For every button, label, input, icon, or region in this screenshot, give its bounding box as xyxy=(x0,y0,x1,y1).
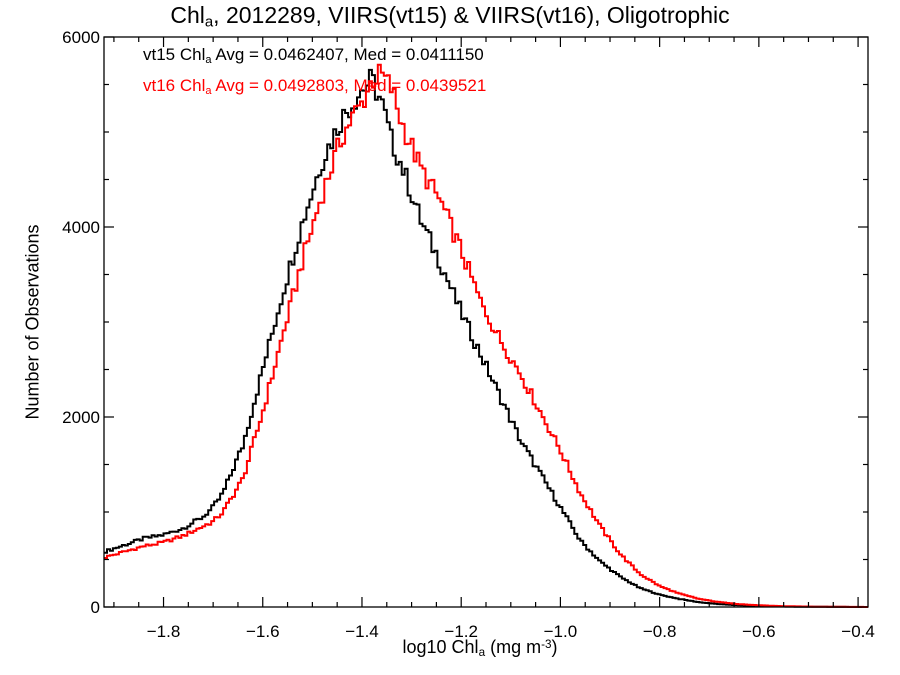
x-tick-label: −0.6 xyxy=(742,622,776,641)
tick-layer: −1.8 −1.6 −1.4 −1.2 −1.0 −0.8 −0.6 −0.4 0 2000 400… xyxy=(62,28,875,641)
series-layer xyxy=(104,63,868,608)
x-tick-label: −1.6 xyxy=(246,622,280,641)
y-tick-label: 4000 xyxy=(62,218,100,237)
chart-title: Chla, 2012289, VIIRS(vt15) & VIIRS(vt16)… xyxy=(170,2,730,31)
x-tick-label: −0.8 xyxy=(643,622,677,641)
vt15-stats-annotation: vt15 Chla Avg = 0.0462407, Med = 0.04111… xyxy=(143,45,484,66)
plot-frame xyxy=(103,36,869,608)
x-tick-label: −0.4 xyxy=(841,622,875,641)
x-tick-label: −1.0 xyxy=(544,622,578,641)
vt16-stats-annotation: vt16 Chla Avg = 0.0492803, Med = 0.04395… xyxy=(143,76,487,97)
y-axis-label: Number of Observations xyxy=(22,224,43,420)
y-tick-label: 6000 xyxy=(62,28,100,47)
x-tick-label: −1.2 xyxy=(444,622,478,641)
x-axis-label: log10 Chla (mg m-3) xyxy=(402,637,558,659)
series-vt16-histogram xyxy=(104,63,868,608)
y-tick-label: 0 xyxy=(91,598,100,617)
x-tick-label: −1.8 xyxy=(147,622,181,641)
x-tick-label: −1.4 xyxy=(345,622,379,641)
series-vt15-histogram xyxy=(104,68,868,608)
y-tick-label: 2000 xyxy=(62,408,100,427)
